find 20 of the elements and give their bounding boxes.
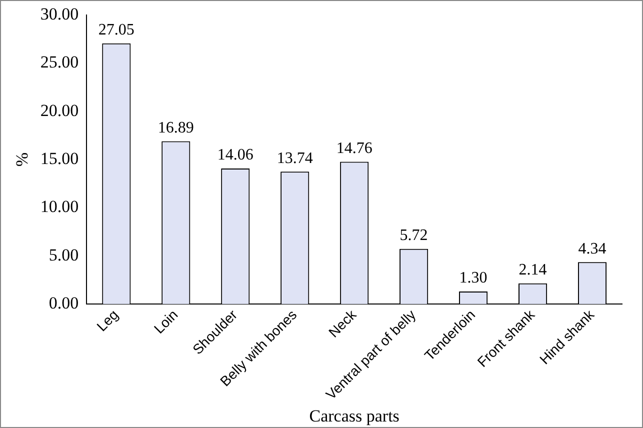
data-label: 5.72	[400, 227, 428, 244]
data-label: 4.34	[578, 240, 606, 258]
y-tick-label: 20.00	[40, 100, 79, 120]
data-label: 2.14	[518, 262, 547, 279]
data-label: 27.05	[98, 22, 134, 39]
y-tick-label: 25.00	[40, 52, 79, 72]
y-axis-title: %	[12, 152, 32, 167]
data-label: 16.89	[158, 119, 194, 136]
y-tick-label: 15.00	[40, 148, 79, 168]
data-label: 14.76	[336, 140, 372, 158]
x-axis-title: Carcass parts	[309, 406, 400, 426]
y-tick-label: 5.00	[48, 245, 79, 264]
data-label: 13.74	[276, 150, 313, 167]
y-tick-label: 0.00	[48, 293, 79, 312]
x-tick-label: Loin	[150, 306, 181, 336]
y-tick-label: 30.00	[40, 4, 79, 24]
x-tick-label: Leg	[93, 306, 122, 334]
data-label: 1.30	[459, 270, 488, 287]
data-label: 14.06	[217, 146, 254, 164]
y-tick-label: 10.00	[40, 197, 79, 216]
